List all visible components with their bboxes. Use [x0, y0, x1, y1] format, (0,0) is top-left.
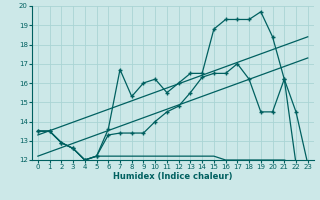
X-axis label: Humidex (Indice chaleur): Humidex (Indice chaleur): [113, 172, 233, 181]
